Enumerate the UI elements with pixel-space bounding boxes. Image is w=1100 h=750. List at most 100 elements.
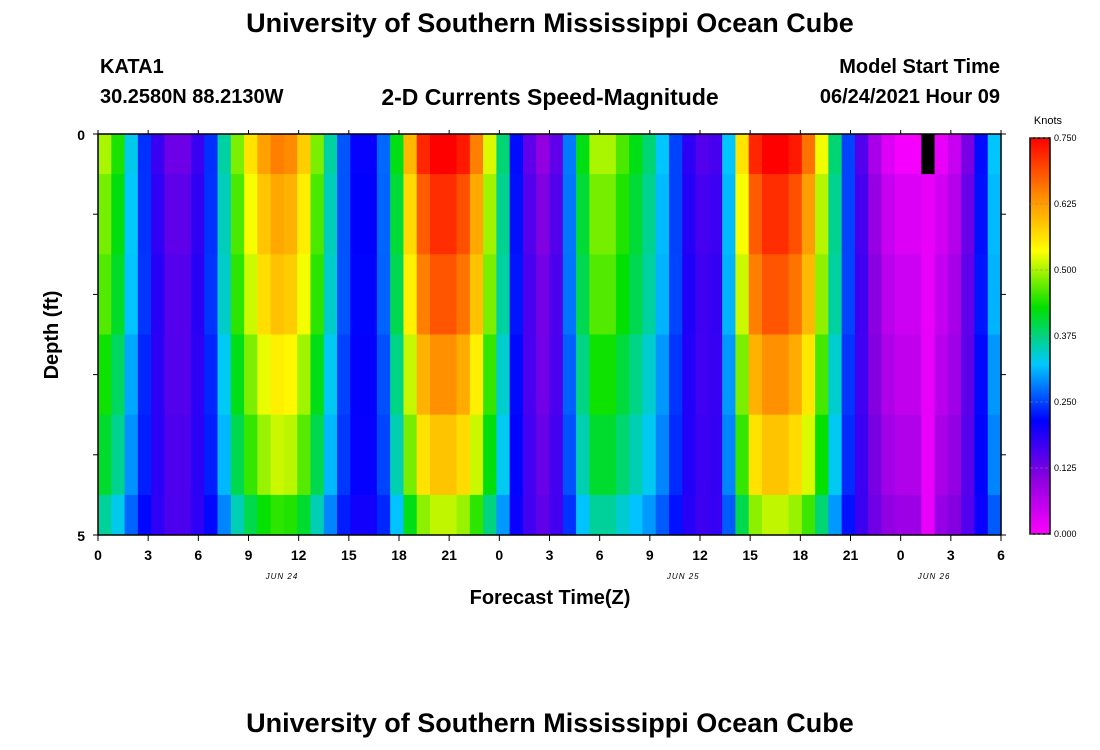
- heatmap-cell: [921, 494, 936, 536]
- heatmap-cell: [987, 494, 1002, 536]
- heatmap-cell: [230, 254, 245, 335]
- heatmap-cell: [376, 334, 391, 416]
- heatmap-cell: [642, 494, 657, 536]
- heatmap-cell: [934, 494, 949, 536]
- model-start-label: Model Start Time: [839, 56, 1000, 78]
- heatmap-cell: [270, 174, 285, 255]
- heatmap-cell: [257, 134, 272, 175]
- x-tick-label: 3: [546, 547, 554, 563]
- heatmap-cell: [576, 254, 590, 335]
- heatmap-cell: [429, 494, 444, 536]
- heatmap-cell: [562, 134, 577, 175]
- heatmap-cell: [934, 414, 949, 496]
- heatmap-cell: [576, 134, 590, 175]
- heatmap-cell: [761, 334, 776, 416]
- heatmap-cell: [881, 494, 896, 536]
- heatmap-cell: [177, 494, 192, 536]
- heatmap-cell: [190, 414, 205, 496]
- heatmap-cell: [177, 334, 192, 416]
- heatmap-cell: [894, 494, 909, 536]
- heatmap-cell: [483, 134, 497, 175]
- heatmap-cell: [429, 334, 444, 416]
- heatmap-cell: [642, 414, 657, 496]
- heatmap-cell: [722, 134, 737, 175]
- heatmap-cell: [337, 134, 351, 175]
- heatmap-cell: [748, 334, 763, 416]
- heatmap-cell: [854, 494, 869, 536]
- heatmap-cell: [615, 174, 630, 255]
- heatmap-cell: [735, 414, 750, 496]
- y-axis-label: Depth (ft): [41, 291, 63, 380]
- heatmap-cell: [283, 414, 298, 496]
- heatmap-cell: [921, 134, 936, 175]
- heatmap-cell: [376, 174, 391, 255]
- heatmap-cell: [177, 414, 192, 496]
- heatmap-cell: [881, 134, 896, 175]
- heatmap-cell: [469, 254, 484, 335]
- heatmap-cell: [204, 334, 219, 416]
- heatmap-cell: [576, 334, 590, 416]
- heatmap-cell: [363, 494, 378, 536]
- heatmap-cell: [576, 494, 590, 536]
- heatmap-cell: [124, 414, 139, 496]
- x-tick-label: 18: [391, 547, 407, 563]
- heatmap-cell: [456, 174, 471, 255]
- heatmap-cell: [217, 134, 232, 175]
- heatmap-cell: [961, 134, 976, 175]
- heatmap-cell: [947, 174, 962, 255]
- heatmap-cell: [828, 254, 843, 335]
- heatmap-cell: [509, 134, 524, 175]
- heatmap-cell: [708, 334, 723, 416]
- heatmap-cell: [257, 174, 272, 255]
- heatmap-cell: [509, 174, 524, 255]
- heatmap-cell: [722, 254, 737, 335]
- heatmap-cell: [137, 134, 152, 175]
- heatmap-cell: [310, 254, 325, 335]
- heatmap-cell: [204, 494, 219, 536]
- heatmap-cell: [456, 414, 471, 496]
- heatmap-cell: [589, 414, 604, 496]
- heatmap-cell: [868, 134, 883, 175]
- heatmap-cell: [708, 254, 723, 335]
- heatmap-cell: [961, 254, 976, 335]
- heatmap-cell: [947, 414, 962, 496]
- heatmap-cell: [429, 414, 444, 496]
- heatmap-cell: [868, 334, 883, 416]
- heatmap-cell: [429, 174, 444, 255]
- heatmap-cell: [283, 174, 298, 255]
- heatmap-cell: [509, 334, 524, 416]
- heatmap-cell: [416, 134, 431, 175]
- heatmap-cell: [788, 174, 803, 255]
- heatmap-cell: [748, 174, 763, 255]
- heatmap-cell: [323, 254, 338, 335]
- heatmap-cell: [403, 134, 418, 175]
- heatmap-cell: [868, 254, 883, 335]
- heatmap-cell: [164, 254, 179, 335]
- heatmap-cell: [230, 134, 245, 175]
- heatmap-cell: [602, 134, 617, 175]
- heatmap-cell: [961, 414, 976, 496]
- heatmap-cell: [363, 334, 378, 416]
- heatmap-cell: [151, 334, 165, 416]
- heatmap-cell: [244, 134, 258, 175]
- heatmap-cell: [403, 174, 418, 255]
- heatmap-cell: [854, 334, 869, 416]
- x-tick-label: 0: [495, 547, 503, 563]
- heatmap-cell: [642, 174, 657, 255]
- heatmap-cell: [98, 494, 112, 536]
- heatmap-cell: [536, 414, 551, 496]
- heatmap-cell: [987, 414, 1002, 496]
- heatmap-cell: [682, 254, 697, 335]
- heatmap-cell: [297, 334, 312, 416]
- heatmap-cell: [111, 414, 126, 496]
- heatmap-cell: [615, 494, 630, 536]
- heatmap-cell: [947, 494, 962, 536]
- heatmap-cell: [151, 134, 165, 175]
- heatmap-cell: [111, 174, 126, 255]
- heatmap-cell: [722, 174, 737, 255]
- heatmap-cell: [722, 494, 737, 536]
- heatmap-cell: [841, 134, 856, 175]
- x-tick-label: 21: [441, 547, 457, 563]
- speed-heatmap-chart: 0 3 6 9 12 15 18 21 0 3 6 9 12 15 18 21 0 3 6 JUN 24 JUN 25 J…: [41, 115, 1077, 609]
- heatmap-cell: [469, 334, 484, 416]
